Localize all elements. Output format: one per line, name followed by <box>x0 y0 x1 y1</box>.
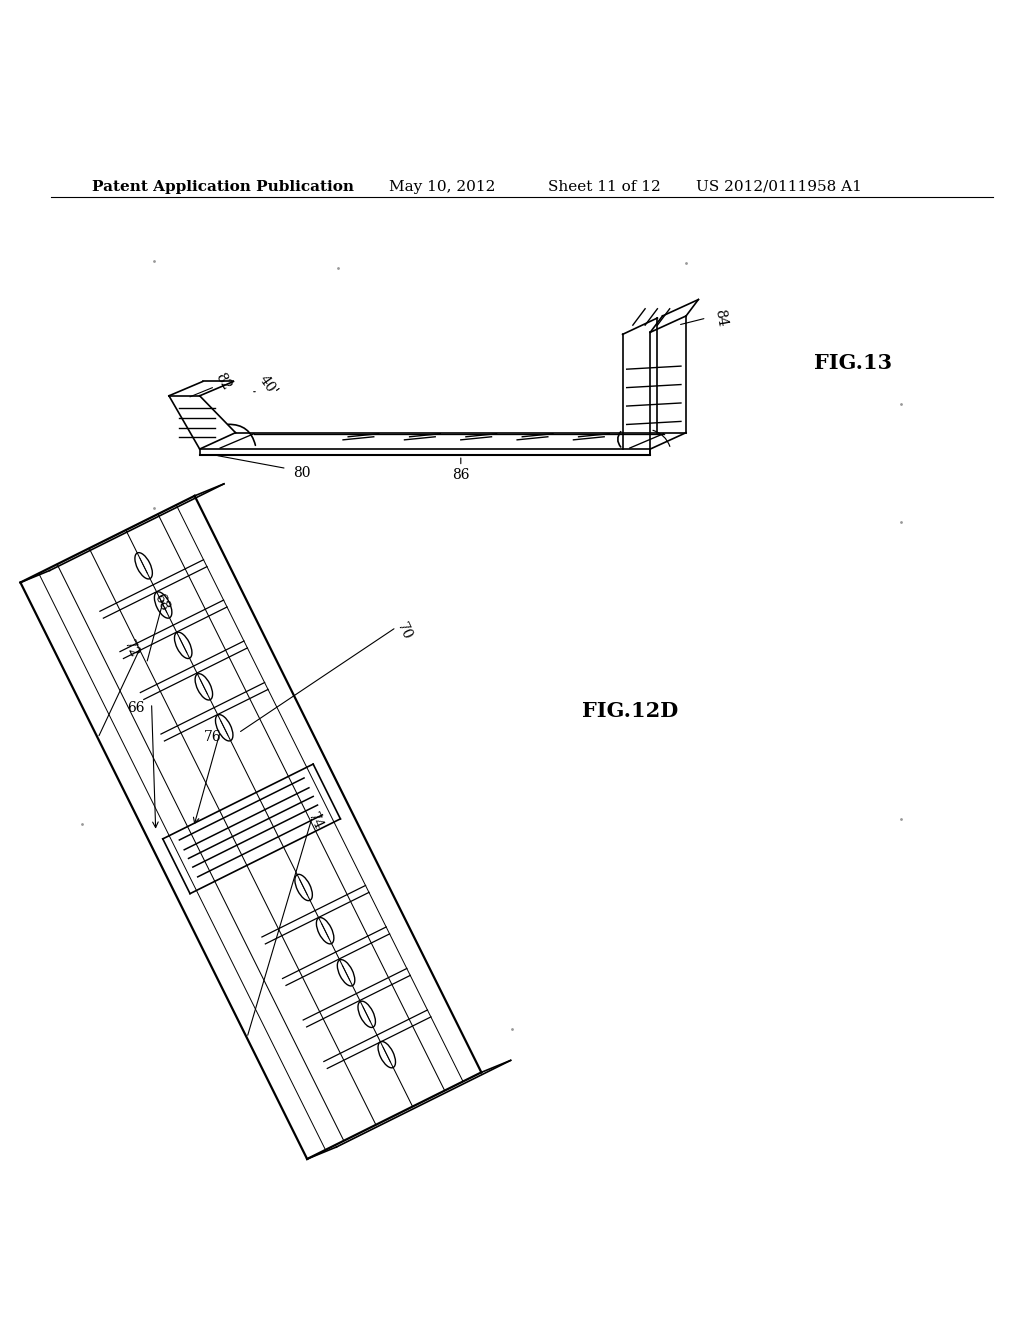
Text: 70: 70 <box>394 620 415 643</box>
Text: 80: 80 <box>293 466 311 479</box>
Text: 74: 74 <box>305 810 326 833</box>
Text: 72: 72 <box>121 639 141 661</box>
Text: 40': 40' <box>256 372 281 399</box>
Text: Patent Application Publication: Patent Application Publication <box>92 180 354 194</box>
Text: 66: 66 <box>127 701 145 715</box>
Text: US 2012/0111958 A1: US 2012/0111958 A1 <box>696 180 862 194</box>
Text: May 10, 2012: May 10, 2012 <box>389 180 496 194</box>
Text: 82: 82 <box>213 371 233 392</box>
Text: Sheet 11 of 12: Sheet 11 of 12 <box>548 180 660 194</box>
Text: FIG.13: FIG.13 <box>814 352 892 374</box>
Text: FIG.12D: FIG.12D <box>582 701 678 721</box>
Text: 84: 84 <box>712 308 728 327</box>
Text: 76: 76 <box>204 730 222 743</box>
Text: 86: 86 <box>452 467 470 482</box>
Text: 68: 68 <box>152 591 172 614</box>
